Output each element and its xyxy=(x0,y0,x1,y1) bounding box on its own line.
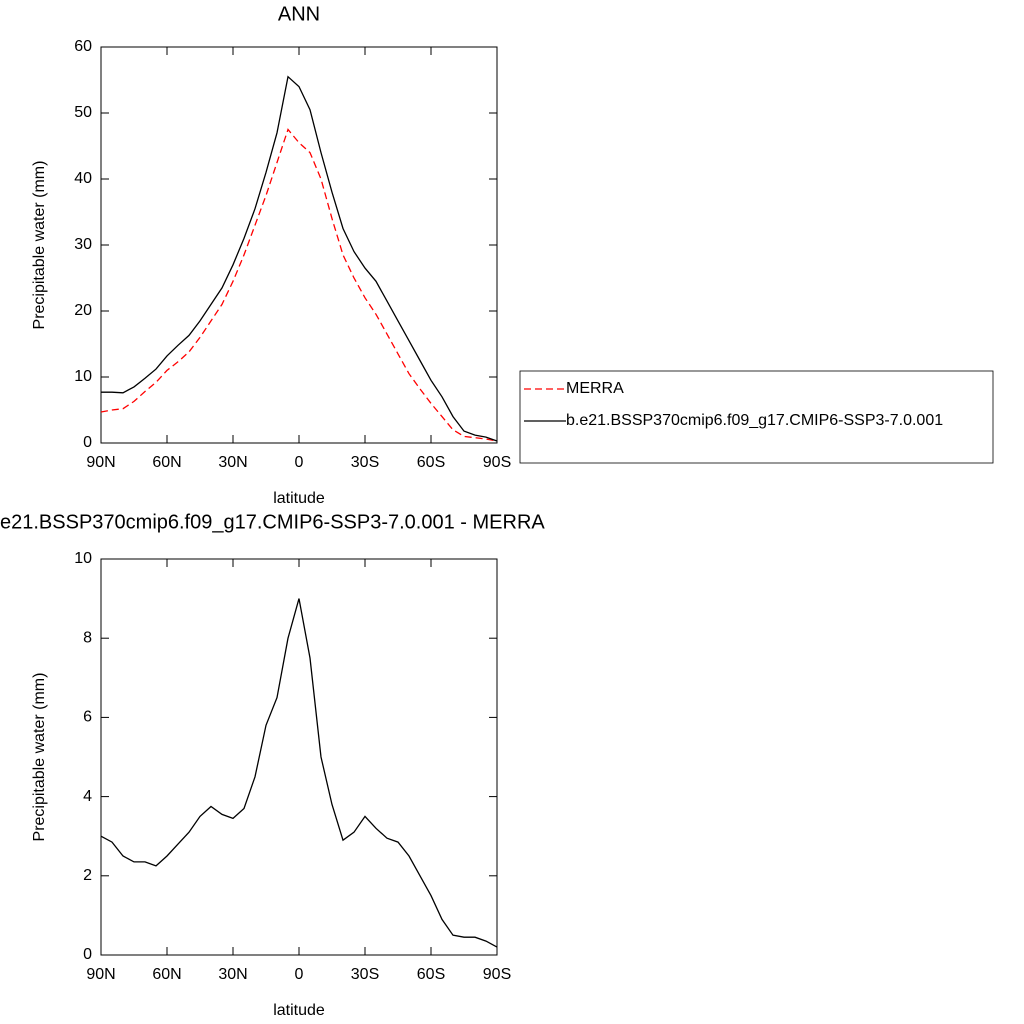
x-axis-label: latitude xyxy=(273,1002,325,1019)
x-axis-label: latitude xyxy=(273,490,325,507)
plot-frame xyxy=(100,558,498,956)
y-tick-label: 6 xyxy=(83,709,92,726)
data-line xyxy=(100,598,498,948)
x-tick-label: 90S xyxy=(483,966,511,983)
x-tick-label: 30S xyxy=(351,454,379,471)
x-tick-label: 0 xyxy=(295,966,304,983)
data-line xyxy=(101,75,498,442)
x-tick-label: 30N xyxy=(218,966,247,983)
chart-title: e21.BSSP370cmip6.f09_g17.CMIP6-SSP3-7.0.… xyxy=(0,511,545,533)
y-tick-label: 60 xyxy=(74,38,92,55)
y-tick-label: 0 xyxy=(83,946,92,963)
x-tick-label: 30S xyxy=(351,966,379,983)
y-tick-label: 2 xyxy=(83,867,92,884)
x-tick-label: 90N xyxy=(86,454,115,471)
x-tick-label: 60S xyxy=(417,454,445,471)
x-tick-label: 60N xyxy=(152,966,181,983)
y-tick-label: 50 xyxy=(74,104,92,121)
y-tick-label: 20 xyxy=(74,302,92,319)
plot-frame xyxy=(100,46,498,444)
x-tick-label: 90S xyxy=(483,454,511,471)
x-tick-label: 0 xyxy=(295,454,304,471)
y-axis-label: Precipitable water (mm) xyxy=(31,673,48,842)
y-tick-label: 0 xyxy=(83,434,92,451)
y-tick-label: 8 xyxy=(83,629,92,646)
data-line xyxy=(100,128,498,442)
x-tick-label: 60N xyxy=(152,454,181,471)
legend-label: b.e21.BSSP370cmip6.f09_g17.CMIP6-SSP3-7.… xyxy=(566,412,943,429)
legend-label: MERRA xyxy=(566,380,624,397)
chart-title: ANN xyxy=(278,3,320,25)
y-axis-label: Precipitable water (mm) xyxy=(31,161,48,330)
x-tick-label: 30N xyxy=(218,454,247,471)
y-tick-label: 10 xyxy=(74,550,92,567)
y-tick-label: 40 xyxy=(74,170,92,187)
y-tick-label: 30 xyxy=(74,236,92,253)
x-tick-label: 90N xyxy=(86,966,115,983)
legend-box xyxy=(519,370,994,464)
x-tick-label: 60S xyxy=(417,966,445,983)
y-tick-label: 4 xyxy=(83,788,92,805)
y-tick-label: 10 xyxy=(74,368,92,385)
